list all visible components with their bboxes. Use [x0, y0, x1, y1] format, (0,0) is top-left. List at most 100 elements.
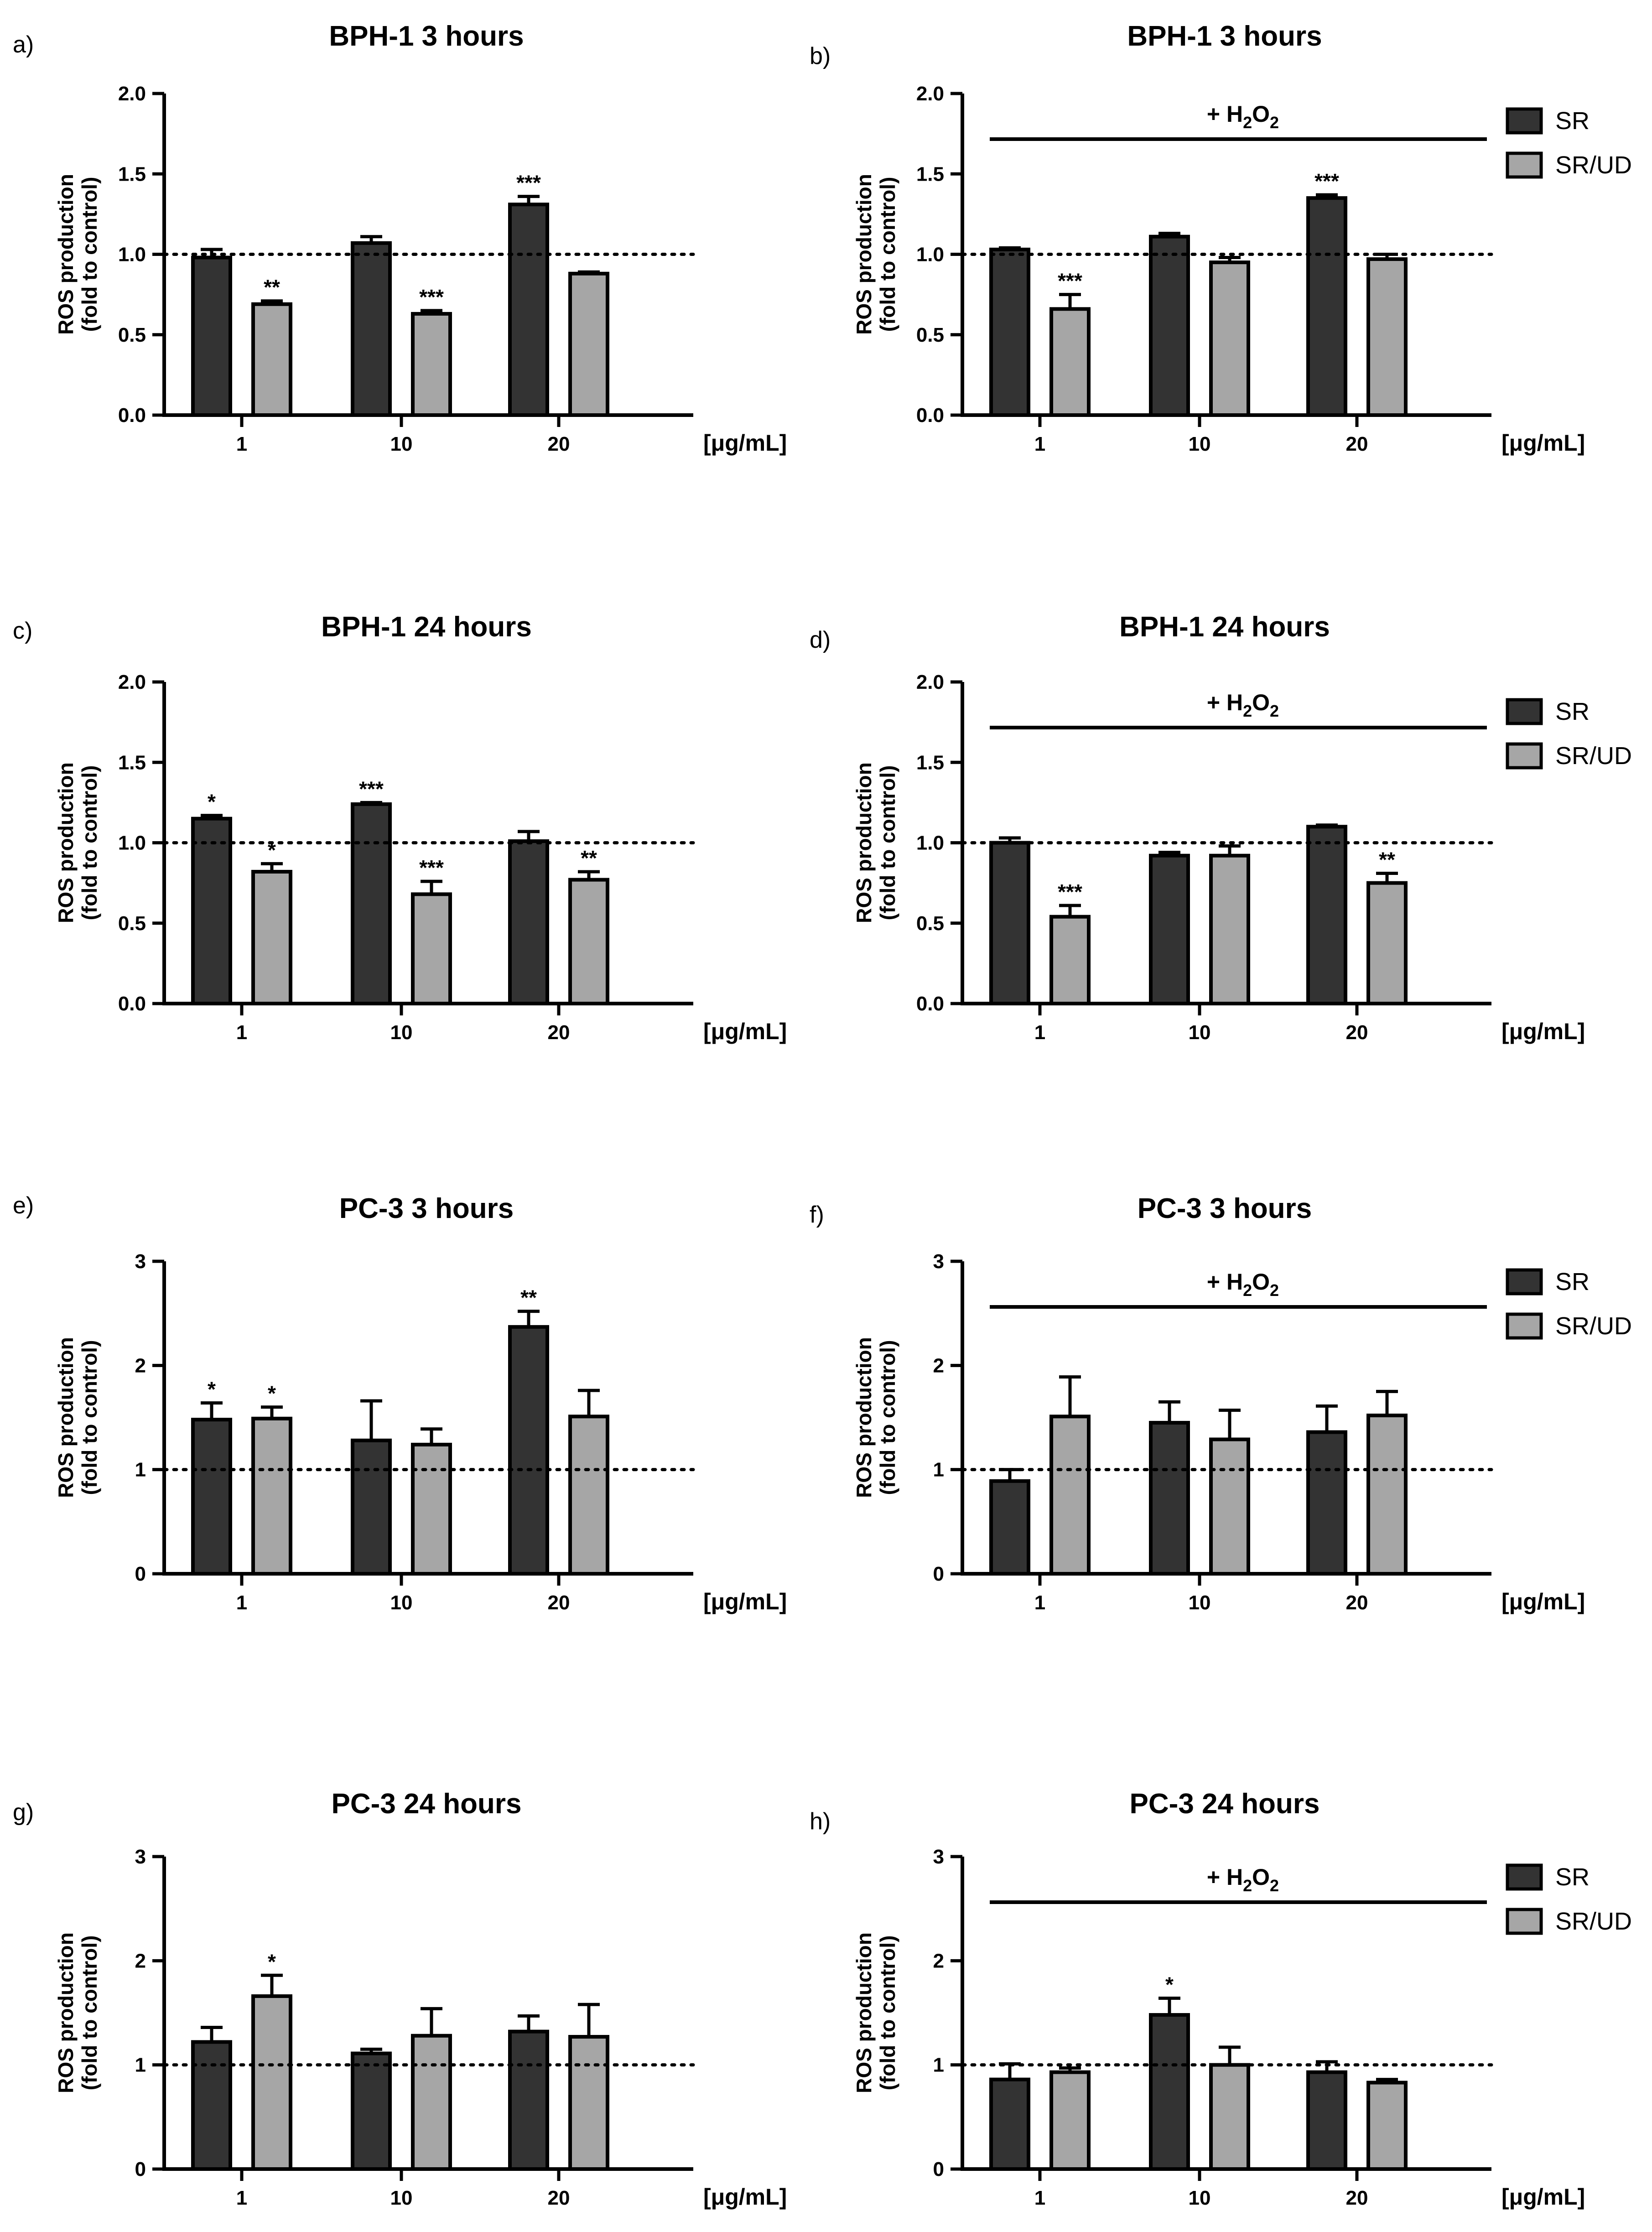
legend-swatch [1506, 107, 1543, 135]
legend-swatch [1506, 1863, 1543, 1891]
bar-srud [1049, 1415, 1091, 1576]
h2o2-prefix: + H [1207, 690, 1243, 715]
panel-label: e) [13, 1192, 34, 1219]
y-tick-label: 2 [135, 1950, 146, 1972]
x-tick-label: 10 [390, 2187, 413, 2209]
bar-srud [1209, 260, 1250, 417]
bar-sr [191, 1418, 232, 1576]
bar-srud [1049, 307, 1091, 417]
y-tick-label: 1.0 [118, 244, 146, 266]
legend-swatch [1506, 1908, 1543, 1935]
y-tick-label: 0.5 [916, 324, 944, 346]
h2o2-label: + H2O2 [1207, 1269, 1279, 1300]
x-tick-label: 20 [1346, 2187, 1368, 2209]
significance-mark: ** [581, 846, 597, 870]
chart-title: BPH-1 3 hours [1127, 21, 1322, 52]
x-tick-label: 1 [1034, 1592, 1045, 1614]
y-axis-label-line2: (fold to control) [876, 765, 899, 921]
h2o2-mid: O [1252, 690, 1270, 715]
y-axis-label: ROS production(fold to control) [852, 1337, 899, 1498]
panel-2: b) BPH-1 3 hours ROS production(fold to co… [810, 21, 1632, 456]
panel-1: a) BPH-1 3 hours ROS production(fold to co… [13, 21, 787, 456]
chart-title: PC-3 24 hours [1130, 1788, 1320, 1820]
y-tick-label: 2.0 [916, 671, 944, 693]
y-tick-label: 2 [135, 1354, 146, 1377]
legend-label: SR/UD [1555, 1312, 1632, 1340]
panel-8: h) PC-3 24 hours ROS production(fold to co… [810, 1788, 1632, 2210]
bar-sr [1306, 196, 1347, 417]
bar-sr [1306, 1430, 1347, 1576]
bar-sr [351, 241, 392, 417]
x-tick-label: 20 [548, 433, 570, 455]
bar-srud [568, 2035, 609, 2171]
x-unit-label: [μg/mL] [703, 1019, 787, 1044]
y-tick-label: 1 [933, 1459, 944, 1481]
bar-srud [411, 2034, 452, 2171]
legend-swatch [1506, 742, 1543, 770]
panel-label: b) [810, 43, 831, 69]
y-tick-label: 3 [135, 1250, 146, 1273]
legend-label: SR [1555, 1268, 1590, 1295]
bar-sr [1149, 2013, 1190, 2171]
bar-srud [251, 1416, 292, 1576]
significance-mark: *** [419, 856, 444, 879]
y-axis-label-line2: (fold to control) [876, 177, 899, 332]
x-tick-label: 1 [1034, 2187, 1045, 2209]
bar-srud [1366, 257, 1408, 417]
significance-mark: *** [1058, 269, 1082, 293]
x-unit-label: [μg/mL] [1501, 1589, 1585, 1614]
y-tick-label: 0.0 [118, 993, 146, 1015]
y-axis-label-line1: ROS production [852, 1337, 876, 1498]
legend: SR SR/UD [1506, 698, 1632, 770]
h2o2-label: + H2O2 [1207, 101, 1279, 132]
y-axis-label-line2: (fold to control) [78, 177, 101, 332]
x-tick-label: 20 [548, 2187, 570, 2209]
bar-sr [351, 2051, 392, 2171]
panel-label: f) [810, 1202, 824, 1228]
legend-swatch [1506, 698, 1543, 725]
bar-sr [508, 203, 549, 417]
significance-mark: *** [359, 777, 384, 801]
panel-5: e) PC-3 3 hours ROS production(fold to con… [13, 1192, 787, 1614]
y-axis-label-line1: ROS production [54, 762, 78, 923]
chart-title: BPH-1 24 hours [1119, 611, 1330, 643]
y-tick-label: 0.5 [118, 912, 146, 935]
y-tick-label: 3 [135, 1846, 146, 1868]
bar-srud [411, 1442, 452, 1576]
panel-4: d) BPH-1 24 hours ROS production(fold to c… [810, 611, 1632, 1044]
chart-title: PC-3 3 hours [1138, 1193, 1312, 1224]
bar-sr [351, 802, 392, 1006]
x-unit-label: [μg/mL] [703, 430, 787, 456]
h2o2-label: + H2O2 [1207, 1864, 1279, 1895]
x-unit-label: [μg/mL] [1501, 2184, 1585, 2210]
y-tick-label: 0.5 [916, 912, 944, 935]
y-axis-label-line1: ROS production [54, 174, 78, 335]
bar-sr [1306, 825, 1347, 1005]
panel-label: d) [810, 627, 831, 653]
x-tick-label: 1 [236, 2187, 247, 2209]
significance-mark: * [268, 1950, 276, 1973]
panel-7: g) PC-3 24 hours ROS production(fold to co… [13, 1788, 787, 2210]
y-tick-label: 0 [135, 1563, 146, 1585]
x-tick-label: 10 [390, 433, 413, 455]
panel-label: g) [13, 1799, 34, 1826]
significance-mark: ** [520, 1286, 537, 1310]
h2o2-sub2: 2 [1270, 113, 1279, 132]
y-axis-label: ROS production(fold to control) [852, 1932, 899, 2093]
bar-sr [508, 1325, 549, 1576]
h2o2-sub2: 2 [1270, 1876, 1279, 1895]
h2o2-mid: O [1252, 1864, 1270, 1890]
bar-srud [251, 302, 292, 417]
y-axis-label-line1: ROS production [852, 174, 876, 335]
bar-sr [1149, 853, 1190, 1005]
x-tick-label: 1 [236, 1592, 247, 1614]
panel-6: f) PC-3 3 hours ROS production(fold to con… [810, 1193, 1632, 1614]
x-tick-label: 1 [236, 1021, 247, 1044]
bar-srud [568, 1415, 609, 1576]
x-tick-label: 10 [1189, 2187, 1211, 2209]
y-tick-label: 0.0 [118, 404, 146, 427]
y-axis-label-line1: ROS production [852, 762, 876, 923]
bar-srud [1366, 1413, 1408, 1576]
legend-label: SR [1555, 1863, 1590, 1891]
